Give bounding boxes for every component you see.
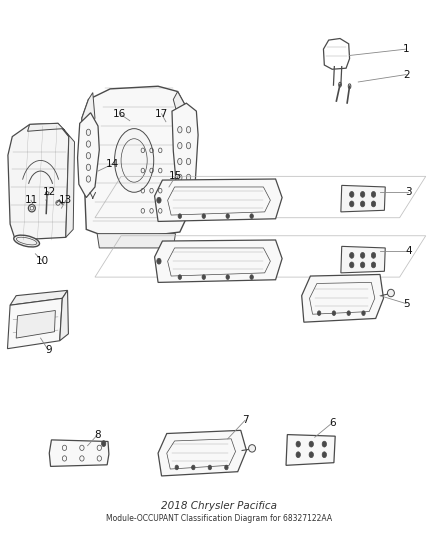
Polygon shape bbox=[78, 113, 99, 198]
Ellipse shape bbox=[296, 452, 300, 458]
Ellipse shape bbox=[350, 253, 354, 259]
Ellipse shape bbox=[86, 176, 91, 182]
Ellipse shape bbox=[157, 197, 161, 203]
Text: 2018 Chrysler Pacifica: 2018 Chrysler Pacifica bbox=[161, 501, 277, 511]
Polygon shape bbox=[82, 93, 95, 160]
Ellipse shape bbox=[157, 259, 161, 264]
Text: 16: 16 bbox=[113, 109, 127, 119]
Ellipse shape bbox=[318, 311, 321, 316]
Polygon shape bbox=[97, 233, 176, 248]
Ellipse shape bbox=[202, 214, 205, 219]
Ellipse shape bbox=[186, 174, 191, 181]
Ellipse shape bbox=[250, 214, 253, 219]
Polygon shape bbox=[16, 311, 55, 338]
Ellipse shape bbox=[296, 441, 300, 447]
Ellipse shape bbox=[350, 262, 354, 268]
Ellipse shape bbox=[360, 201, 365, 207]
Text: 3: 3 bbox=[405, 187, 412, 197]
Ellipse shape bbox=[86, 164, 91, 171]
Polygon shape bbox=[7, 298, 62, 349]
Polygon shape bbox=[341, 185, 385, 212]
Ellipse shape bbox=[226, 214, 230, 219]
Polygon shape bbox=[172, 103, 198, 196]
Text: 9: 9 bbox=[45, 345, 52, 356]
Text: 1: 1 bbox=[403, 44, 410, 54]
Text: 17: 17 bbox=[155, 109, 168, 119]
Ellipse shape bbox=[186, 142, 191, 149]
Polygon shape bbox=[173, 92, 186, 176]
Polygon shape bbox=[341, 246, 385, 273]
Polygon shape bbox=[60, 290, 68, 341]
Ellipse shape bbox=[371, 253, 376, 259]
Ellipse shape bbox=[250, 275, 253, 279]
Ellipse shape bbox=[249, 445, 255, 452]
Ellipse shape bbox=[186, 158, 191, 165]
Ellipse shape bbox=[332, 311, 336, 316]
Ellipse shape bbox=[371, 201, 376, 207]
Ellipse shape bbox=[360, 253, 365, 259]
Polygon shape bbox=[10, 290, 67, 305]
Ellipse shape bbox=[388, 289, 394, 297]
Ellipse shape bbox=[191, 465, 195, 470]
Ellipse shape bbox=[362, 311, 365, 316]
Polygon shape bbox=[8, 123, 69, 240]
Text: 15: 15 bbox=[169, 172, 182, 181]
Ellipse shape bbox=[178, 214, 182, 219]
Ellipse shape bbox=[360, 191, 365, 197]
Ellipse shape bbox=[371, 191, 376, 197]
Ellipse shape bbox=[175, 465, 179, 470]
Text: Module-OCCUPANT Classification Diagram for 68327122AA: Module-OCCUPANT Classification Diagram f… bbox=[106, 514, 332, 523]
Polygon shape bbox=[155, 240, 282, 282]
Text: 11: 11 bbox=[25, 195, 38, 205]
Polygon shape bbox=[82, 86, 188, 240]
Ellipse shape bbox=[226, 275, 230, 279]
Ellipse shape bbox=[178, 142, 182, 149]
Ellipse shape bbox=[202, 275, 205, 279]
Ellipse shape bbox=[86, 152, 91, 159]
Ellipse shape bbox=[178, 158, 182, 165]
Text: 8: 8 bbox=[94, 430, 100, 440]
Ellipse shape bbox=[178, 126, 182, 133]
Ellipse shape bbox=[186, 126, 191, 133]
Ellipse shape bbox=[309, 452, 314, 458]
Text: 7: 7 bbox=[242, 415, 248, 425]
Ellipse shape bbox=[322, 441, 326, 447]
Polygon shape bbox=[155, 179, 282, 221]
Text: 13: 13 bbox=[59, 195, 72, 205]
Ellipse shape bbox=[309, 441, 314, 447]
Text: 12: 12 bbox=[42, 187, 56, 197]
Ellipse shape bbox=[350, 191, 354, 197]
Text: 10: 10 bbox=[36, 256, 49, 266]
Text: 6: 6 bbox=[329, 418, 336, 428]
Polygon shape bbox=[49, 440, 109, 466]
Text: 14: 14 bbox=[106, 159, 119, 169]
Ellipse shape bbox=[350, 201, 354, 207]
Ellipse shape bbox=[347, 311, 350, 316]
Ellipse shape bbox=[178, 275, 182, 279]
Ellipse shape bbox=[115, 128, 154, 192]
Polygon shape bbox=[63, 128, 74, 237]
Polygon shape bbox=[286, 434, 335, 465]
Ellipse shape bbox=[86, 141, 91, 147]
Polygon shape bbox=[28, 123, 63, 131]
Ellipse shape bbox=[208, 465, 212, 470]
Ellipse shape bbox=[371, 262, 376, 268]
Ellipse shape bbox=[322, 452, 326, 458]
Ellipse shape bbox=[360, 262, 365, 268]
Polygon shape bbox=[302, 274, 384, 322]
Ellipse shape bbox=[102, 441, 106, 447]
Text: 4: 4 bbox=[405, 246, 412, 256]
Ellipse shape bbox=[14, 235, 39, 247]
Text: 2: 2 bbox=[403, 70, 410, 79]
Text: 5: 5 bbox=[403, 298, 410, 309]
Ellipse shape bbox=[46, 191, 49, 195]
Polygon shape bbox=[158, 430, 247, 476]
Ellipse shape bbox=[225, 465, 228, 470]
Ellipse shape bbox=[86, 129, 91, 135]
Ellipse shape bbox=[178, 174, 182, 181]
